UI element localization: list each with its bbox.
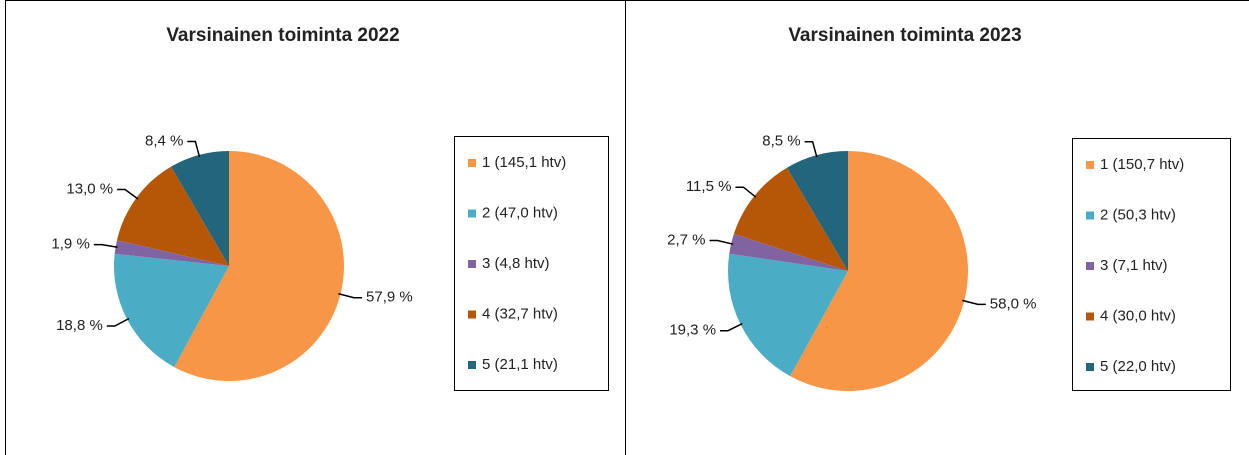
pie-slice <box>733 167 848 271</box>
legend-swatch <box>468 361 476 369</box>
pie-slice <box>728 253 848 377</box>
legend-swatch <box>1086 363 1094 371</box>
leader-line <box>804 140 818 158</box>
legend-label: 1 (150,7 htv) <box>1100 156 1184 173</box>
legend-label: 4 (30,0 htv) <box>1100 307 1176 324</box>
legend-box <box>454 136 609 391</box>
data-label: 57,9 % <box>366 289 413 306</box>
data-label: 8,5 % <box>762 133 800 150</box>
legend-label: 3 (4,8 htv) <box>482 255 550 272</box>
data-label: 18,8 % <box>56 317 103 334</box>
chart-title: Varsinainen toiminta 2022 <box>166 25 399 46</box>
legend-swatch <box>468 260 476 268</box>
legend-label: 2 (47,0 htv) <box>482 204 558 221</box>
chart-title: Varsinainen toiminta 2023 <box>788 25 1021 46</box>
data-label: 1,9 % <box>51 236 89 253</box>
legend-label: 4 (32,7 htv) <box>482 305 558 322</box>
leader-line <box>338 293 363 299</box>
legend-swatch <box>468 310 476 319</box>
data-label: 58,0 % <box>990 295 1037 312</box>
legend-swatch <box>468 209 476 218</box>
data-label: 8,4 % <box>145 132 183 149</box>
pie-slice <box>171 151 229 266</box>
leader-line <box>117 188 139 200</box>
leader-line <box>93 243 118 249</box>
legend-label: 1 (145,1 htv) <box>482 154 566 171</box>
legend-label: 5 (22,0 htv) <box>1100 358 1176 375</box>
legend-swatch <box>1086 211 1094 220</box>
legend-swatch <box>468 159 476 167</box>
legend-label: 2 (50,3 htv) <box>1100 206 1176 223</box>
data-label: 13,0 % <box>66 180 113 197</box>
pie-slice <box>729 233 848 271</box>
leader-line <box>720 322 743 332</box>
legend-swatch <box>1086 312 1094 321</box>
data-label: 2,7 % <box>667 232 705 249</box>
leader-line <box>709 239 734 245</box>
legend-box <box>1072 138 1231 391</box>
leader-line <box>962 299 986 306</box>
pie-slice <box>114 253 229 368</box>
panel-border <box>625 0 1249 455</box>
pie-slice <box>116 166 229 266</box>
leader-line <box>187 140 201 158</box>
pie-slice <box>174 151 345 381</box>
data-label: 11,5 % <box>686 178 732 195</box>
pie-slice <box>114 240 229 266</box>
pie-slice <box>790 151 969 391</box>
data-label: 19,3 % <box>669 322 716 339</box>
pie-slice <box>786 151 848 271</box>
leader-line <box>106 317 130 327</box>
legend-swatch <box>1086 262 1094 270</box>
legend-label: 5 (21,1 htv) <box>482 356 558 373</box>
leader-line <box>735 186 757 198</box>
legend-label: 3 (7,1 htv) <box>1100 257 1168 274</box>
legend-swatch <box>1086 161 1094 169</box>
